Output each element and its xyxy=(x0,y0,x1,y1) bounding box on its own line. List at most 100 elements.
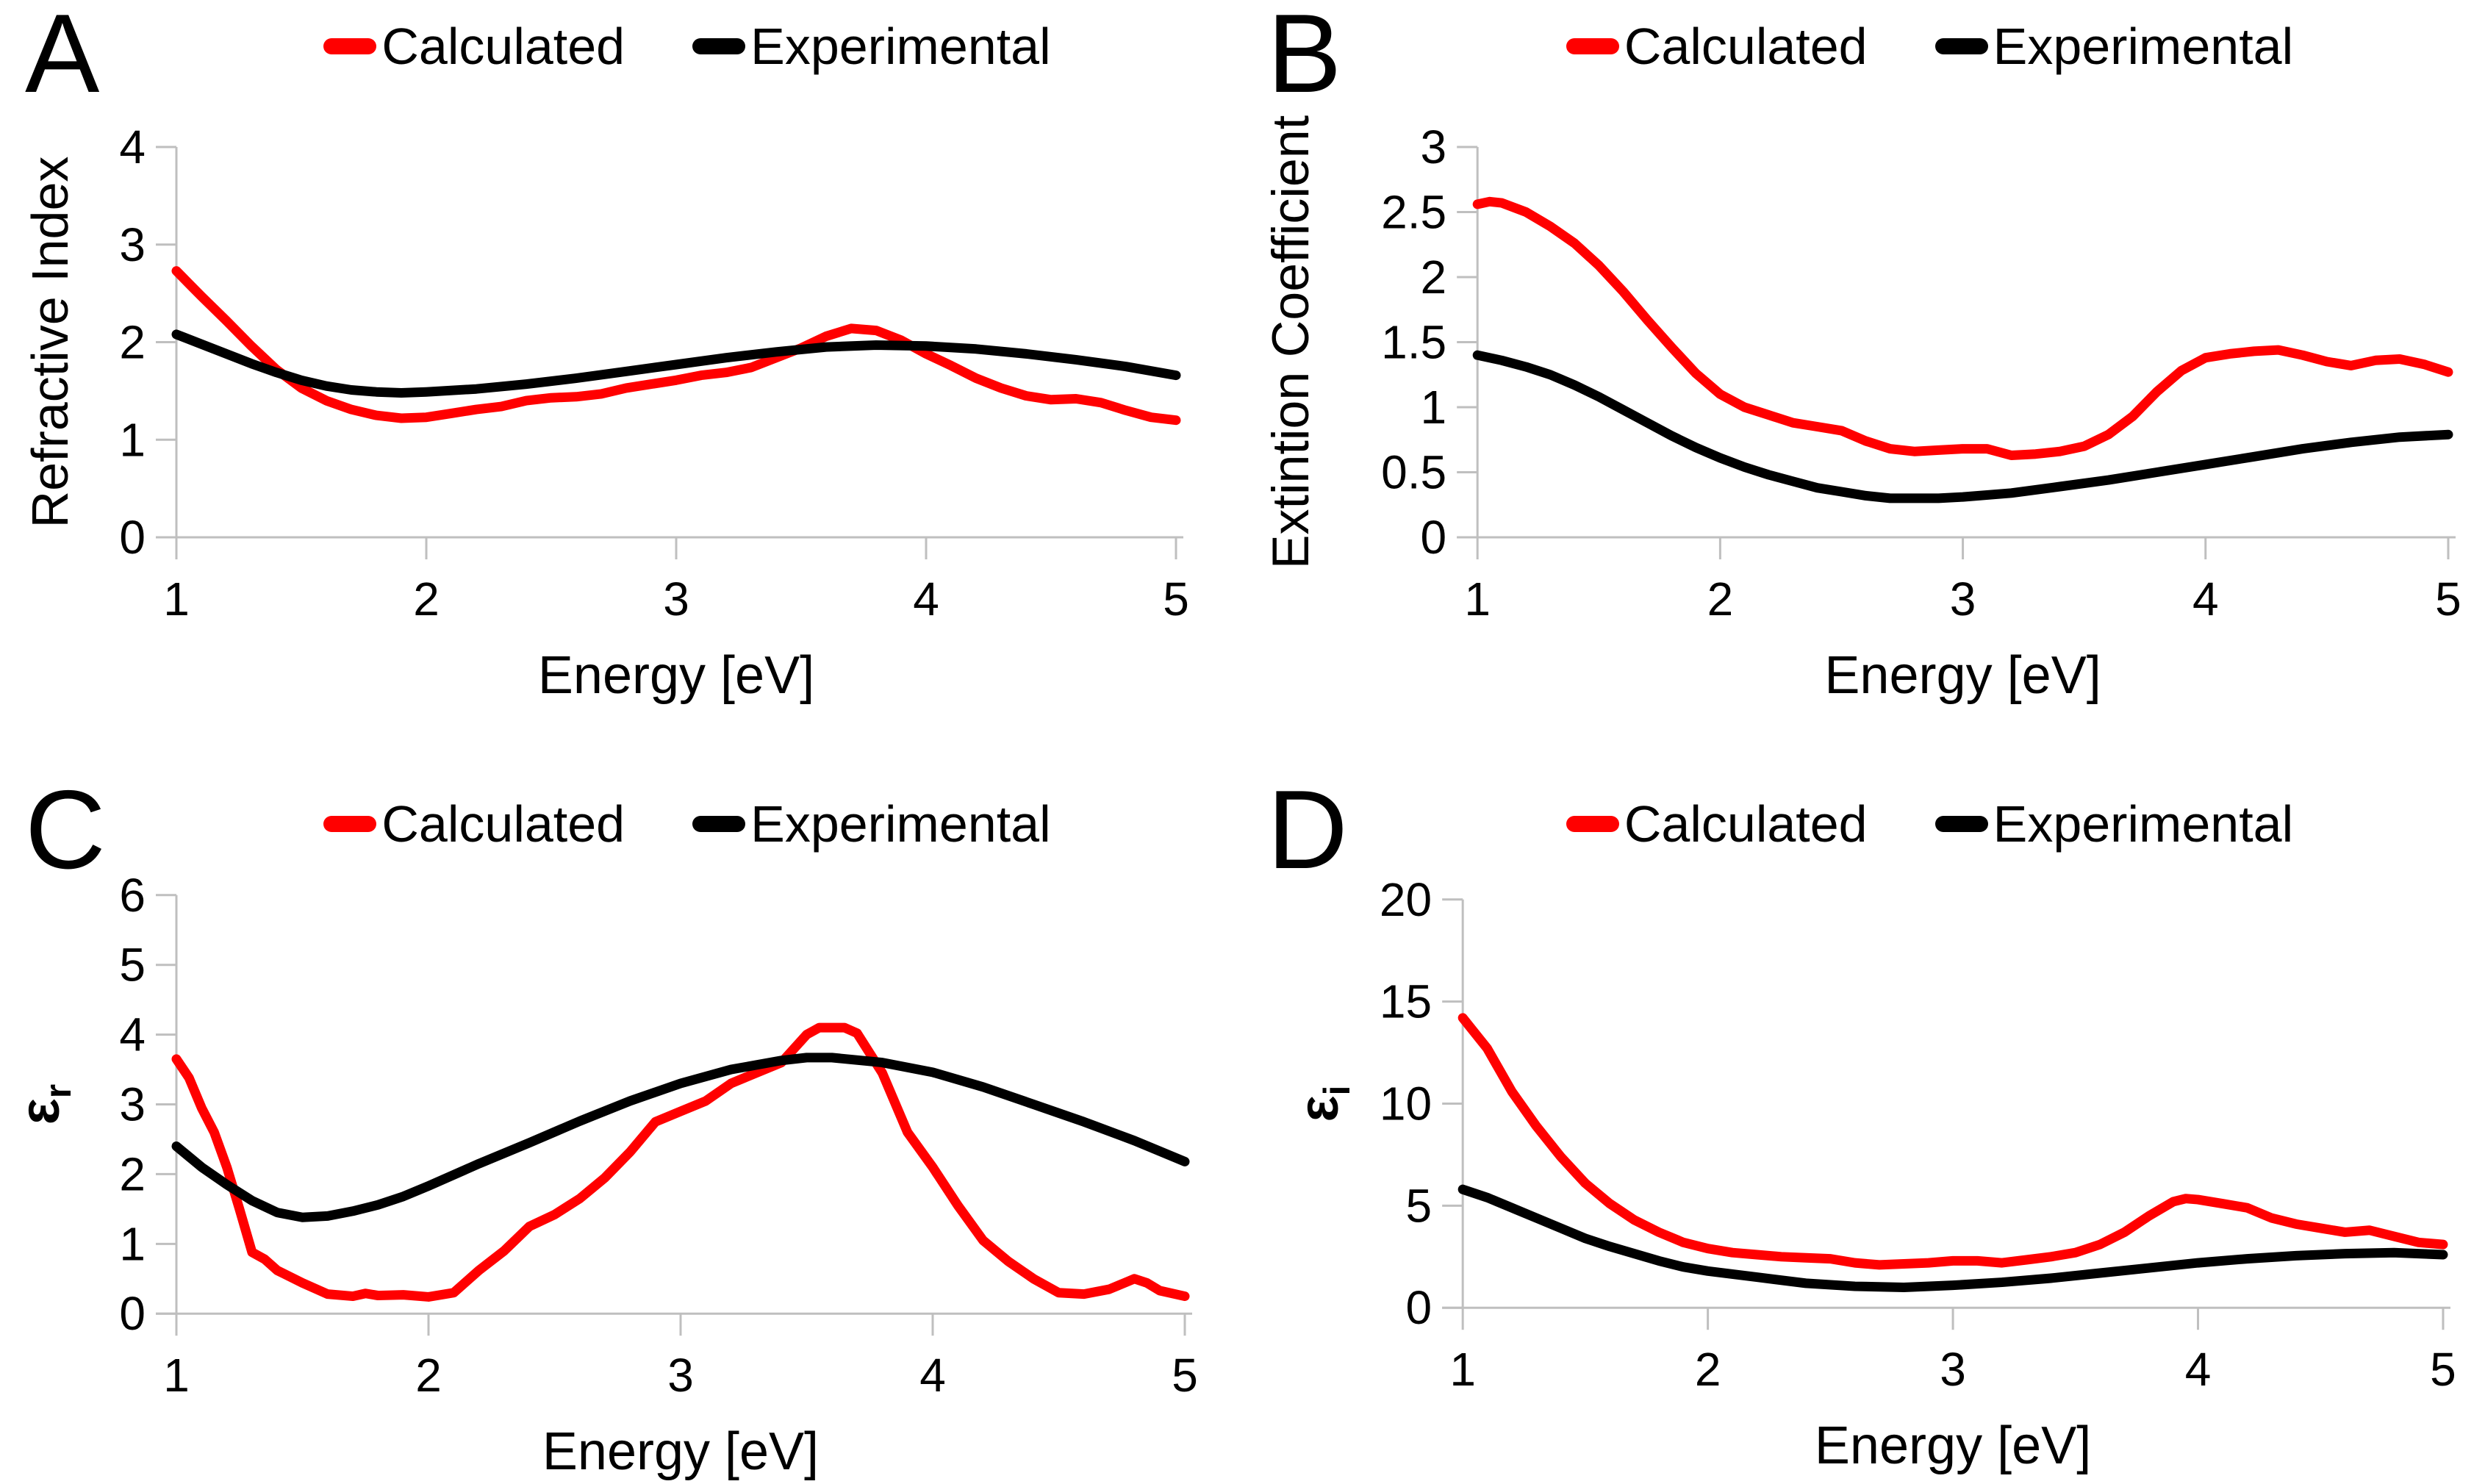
x-tick-label: 3 xyxy=(1940,1343,1966,1396)
chart-b-extintion-coefficient: 0 0.5 1 1.5 2 2.5 3 1 2 3 4 5 Energy [eV] Extintion C… xyxy=(1262,115,2461,705)
x-tick-label: 5 xyxy=(1172,1349,1198,1402)
x-tick-label: 4 xyxy=(913,573,939,625)
y-tick-label: 2 xyxy=(119,1147,146,1200)
x-axis-title: Energy [eV] xyxy=(538,646,814,705)
legend-item-calculated: Calculated xyxy=(1566,21,1868,72)
legend-item-calculated: Calculated xyxy=(323,798,625,850)
y-tick-label: 2.5 xyxy=(1381,186,1446,239)
y-tick-label: 1 xyxy=(119,1217,146,1270)
x-axis-title: Energy [eV] xyxy=(1815,1416,2091,1475)
series-calculated-line xyxy=(171,1022,1190,1302)
x-tick-label: 3 xyxy=(667,1349,694,1402)
x-tick-label: 1 xyxy=(163,1349,190,1402)
y-tick-label: 20 xyxy=(1380,873,1432,926)
y-tick-label: 3 xyxy=(119,1078,146,1131)
x-tick-label: 2 xyxy=(415,1349,442,1402)
series-calculated-line xyxy=(1472,196,2453,460)
x-tick-label: 3 xyxy=(1950,573,1976,625)
series-calculated-line xyxy=(1457,1013,2448,1270)
y-tick-label: 4 xyxy=(119,1008,146,1061)
panel-b-letter: B xyxy=(1267,0,1342,116)
y-tick-label: 4 xyxy=(119,121,146,173)
y-tick-label: 1 xyxy=(1421,381,1447,434)
legend-item-calculated: Calculated xyxy=(1566,798,1868,850)
y-axis-title: Refractive Index xyxy=(21,157,79,528)
panel-c-legend: Calculated Experimental xyxy=(162,798,1213,850)
y-tick-label: 15 xyxy=(1380,975,1432,1028)
axes xyxy=(1457,146,2456,559)
legend-item-experimental: Experimental xyxy=(692,21,1051,72)
x-tick-label: 3 xyxy=(663,573,689,625)
panel-c-letter: C xyxy=(25,767,106,892)
series-calculated-line xyxy=(171,266,1181,426)
legend-label-experimental: Experimental xyxy=(1993,18,2294,75)
x-tick-label: 5 xyxy=(2435,573,2461,625)
y-tick-label: 1.5 xyxy=(1381,316,1446,369)
legend-label-experimental: Experimental xyxy=(750,795,1051,853)
y-tick-label: 5 xyxy=(1406,1179,1432,1232)
x-tick-label: 2 xyxy=(1707,573,1734,625)
y-axis-title: εi xyxy=(1288,1086,1358,1122)
axes xyxy=(156,146,1183,559)
y-tick-label: 2 xyxy=(1421,251,1447,304)
panel-a-legend: Calculated Experimental xyxy=(162,21,1213,72)
panel-a: 0 1 2 3 4 1 2 3 4 5 Energy [eV] Refractive Index A … xyxy=(0,0,1242,742)
legend-label-calculated: Calculated xyxy=(1624,18,1868,75)
y-axis-title: εr xyxy=(9,1084,79,1125)
y-tick-label: 5 xyxy=(119,939,146,992)
legend-item-experimental: Experimental xyxy=(1934,18,2294,75)
series-experimental-line xyxy=(171,329,1181,398)
y-tick-label: 0 xyxy=(1406,1281,1432,1334)
series-experimental-line xyxy=(1457,1184,2448,1292)
panel-d-letter: D xyxy=(1267,767,1348,892)
legend-label-calculated: Calculated xyxy=(1624,795,1868,853)
x-tick-label: 2 xyxy=(1695,1343,1721,1396)
experimental-line-swatch-icon xyxy=(1934,38,1988,54)
panel-b: 0 0.5 1 1.5 2 2.5 3 1 2 3 4 5 Energy [eV] Extintion C… xyxy=(1242,0,2485,742)
y-tick-label: 1 xyxy=(119,413,146,466)
legend-item-calculated: Calculated xyxy=(323,21,625,72)
y-tick-label: 3 xyxy=(1421,121,1447,173)
series-experimental-line xyxy=(171,1053,1190,1222)
experimental-line-swatch-icon xyxy=(692,816,746,832)
y-tick-label: 2 xyxy=(119,316,146,369)
chart-d-epsilon-i: 0 5 10 15 20 1 2 3 4 5 Energy [eV] εi xyxy=(1288,873,2456,1475)
x-tick-label: 4 xyxy=(2185,1343,2212,1396)
axes xyxy=(1442,898,2450,1330)
calculated-line-swatch-icon xyxy=(323,38,377,54)
x-tick-label: 4 xyxy=(919,1349,946,1402)
y-tick-label: 0 xyxy=(119,511,146,564)
x-tick-label: 5 xyxy=(1163,573,1189,625)
x-tick-label: 1 xyxy=(1464,573,1491,625)
panel-c: 0 1 2 3 4 5 6 1 2 3 4 5 Energy [eV] εr C Calculated E… xyxy=(0,742,1242,1484)
legend-item-experimental: Experimental xyxy=(1934,795,2294,853)
legend-label-calculated: Calculated xyxy=(381,795,625,853)
y-tick-label: 10 xyxy=(1380,1078,1432,1130)
panel-d: 0 5 10 15 20 1 2 3 4 5 Energy [eV] εi D Calculated … xyxy=(1242,742,2485,1484)
y-tick-label: 3 xyxy=(119,218,146,271)
y-tick-label: 0 xyxy=(1421,511,1447,564)
panel-b-legend: Calculated Experimental xyxy=(1404,21,2456,72)
x-tick-label: 2 xyxy=(413,573,440,625)
legend-label-experimental: Experimental xyxy=(750,18,1051,75)
experimental-line-swatch-icon xyxy=(692,38,746,54)
calculated-line-swatch-icon xyxy=(1566,816,1619,832)
panel-a-letter: A xyxy=(25,0,100,116)
x-tick-label: 4 xyxy=(2192,573,2219,625)
y-tick-label: 0.5 xyxy=(1381,446,1446,499)
tick-labels: 0 5 10 15 20 1 2 3 4 5 xyxy=(1380,873,2456,1396)
legend-item-experimental: Experimental xyxy=(692,798,1051,850)
y-tick-label: 6 xyxy=(119,869,146,922)
panel-d-legend: Calculated Experimental xyxy=(1404,798,2456,850)
x-tick-label: 1 xyxy=(163,573,190,625)
experimental-line-swatch-icon xyxy=(1934,816,1988,832)
x-axis-title: Energy [eV] xyxy=(542,1422,819,1481)
legend-label-experimental: Experimental xyxy=(1993,795,2294,853)
y-axis-title: Extintion Coefficient xyxy=(1262,115,1319,569)
axes xyxy=(156,894,1192,1336)
